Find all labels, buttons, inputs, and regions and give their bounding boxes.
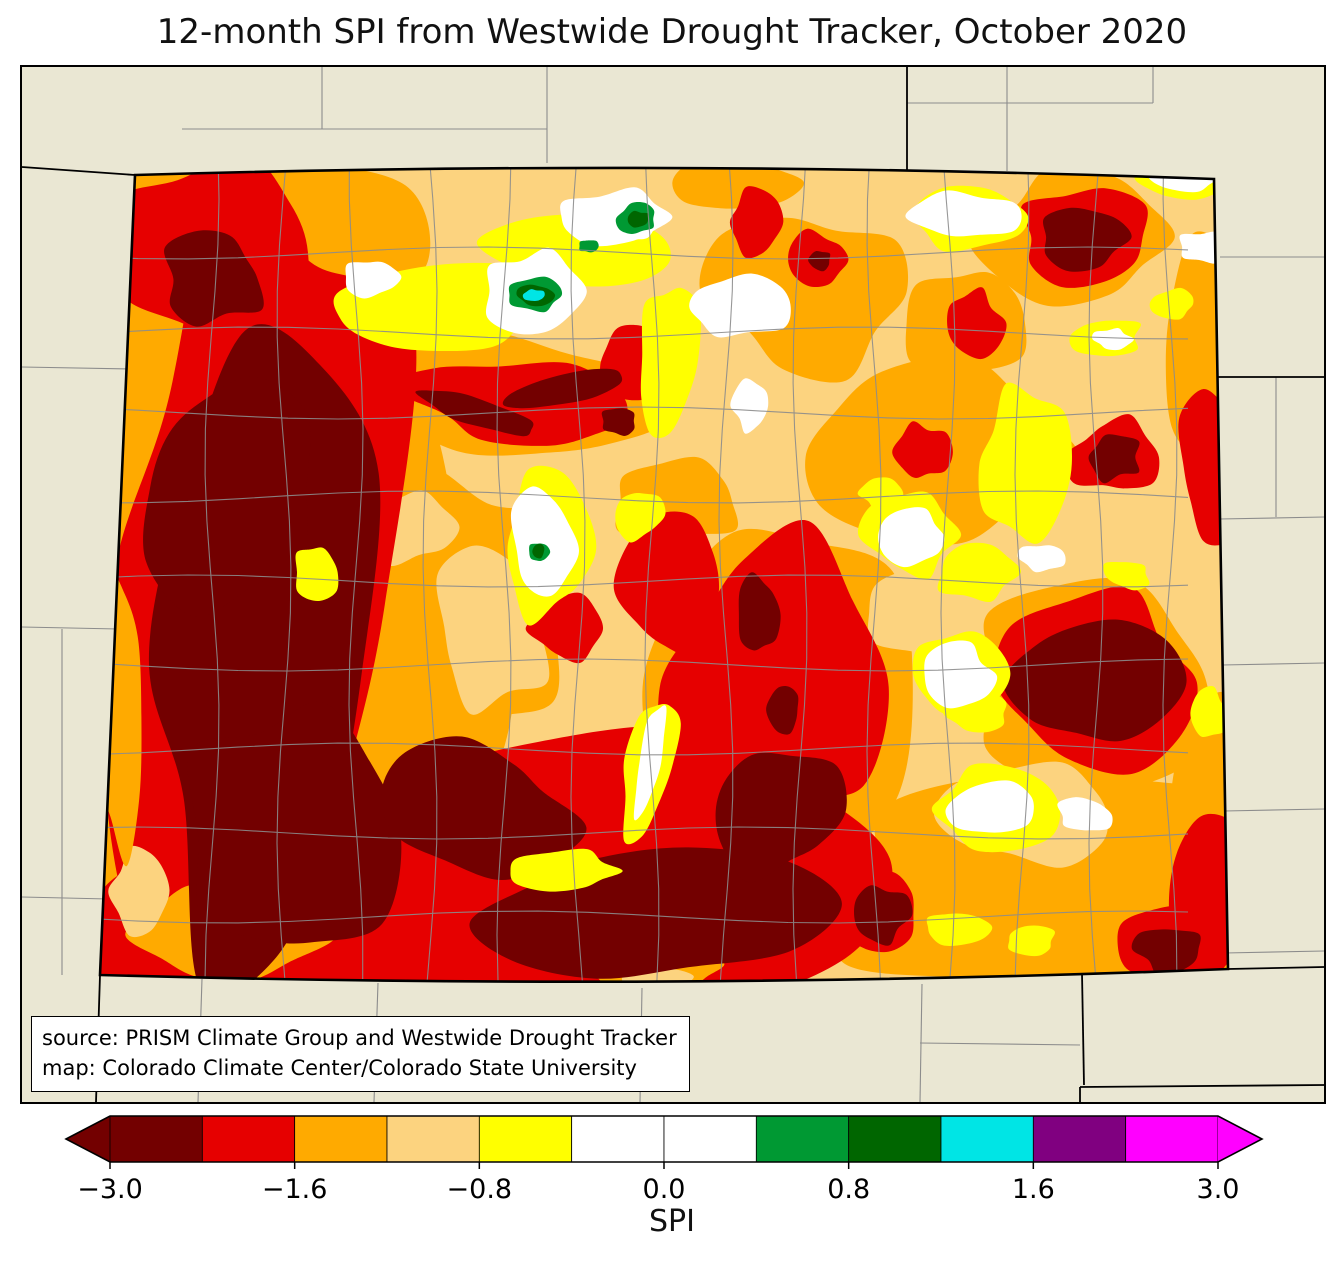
colorbar-tick-label: 3.0 xyxy=(1197,1174,1240,1205)
colorbar-tick-label: −0.8 xyxy=(447,1174,513,1205)
colorbar-segment xyxy=(1032,1115,1127,1163)
colorbar-left-arrow xyxy=(66,1116,110,1162)
colorbar-segment xyxy=(848,1115,942,1163)
colorbar-tick-label: 0.8 xyxy=(827,1174,870,1205)
colorbar-tick-label: −3.0 xyxy=(77,1174,143,1205)
colorbar-right-arrow xyxy=(1218,1116,1262,1162)
colorbar-segment xyxy=(478,1115,573,1163)
colorbar-tick-label: 1.6 xyxy=(1012,1174,1055,1205)
colorbar-segment xyxy=(663,1115,757,1163)
colorbar-segment xyxy=(109,1115,203,1163)
colorado-border xyxy=(98,166,1230,984)
colorbar-segment xyxy=(755,1115,850,1163)
source-line: source: PRISM Climate Group and Westwide… xyxy=(42,1026,677,1051)
colorado-spi-map xyxy=(22,67,1324,1102)
colorbar-axis-label: SPI xyxy=(649,1204,695,1239)
colorbar-tick-label: −1.6 xyxy=(262,1174,328,1205)
colorado-county-lines xyxy=(100,167,1189,982)
colorbar-segment xyxy=(294,1115,388,1163)
colorbar-tick-label: 0.0 xyxy=(643,1174,686,1205)
spi-contour-fill xyxy=(100,167,1228,982)
colorbar-segment xyxy=(386,1115,480,1163)
colorbar-segment xyxy=(201,1115,296,1163)
colorbar-segment xyxy=(571,1115,665,1163)
source-box: source: PRISM Climate Group and Westwide… xyxy=(31,1016,690,1092)
colorbar-segment xyxy=(1125,1115,1219,1163)
colorbar: −3.0 −1.6 −0.8 0.0 0.8 1.6 3.0 xyxy=(64,1115,1264,1205)
colorbar-segment xyxy=(940,1115,1034,1163)
figure-title: 12-month SPI from Westwide Drought Track… xyxy=(156,12,1188,52)
map-credit-line: map: Colorado Climate Center/Colorado St… xyxy=(42,1055,637,1080)
map-panel: source: PRISM Climate Group and Westwide… xyxy=(20,65,1326,1104)
